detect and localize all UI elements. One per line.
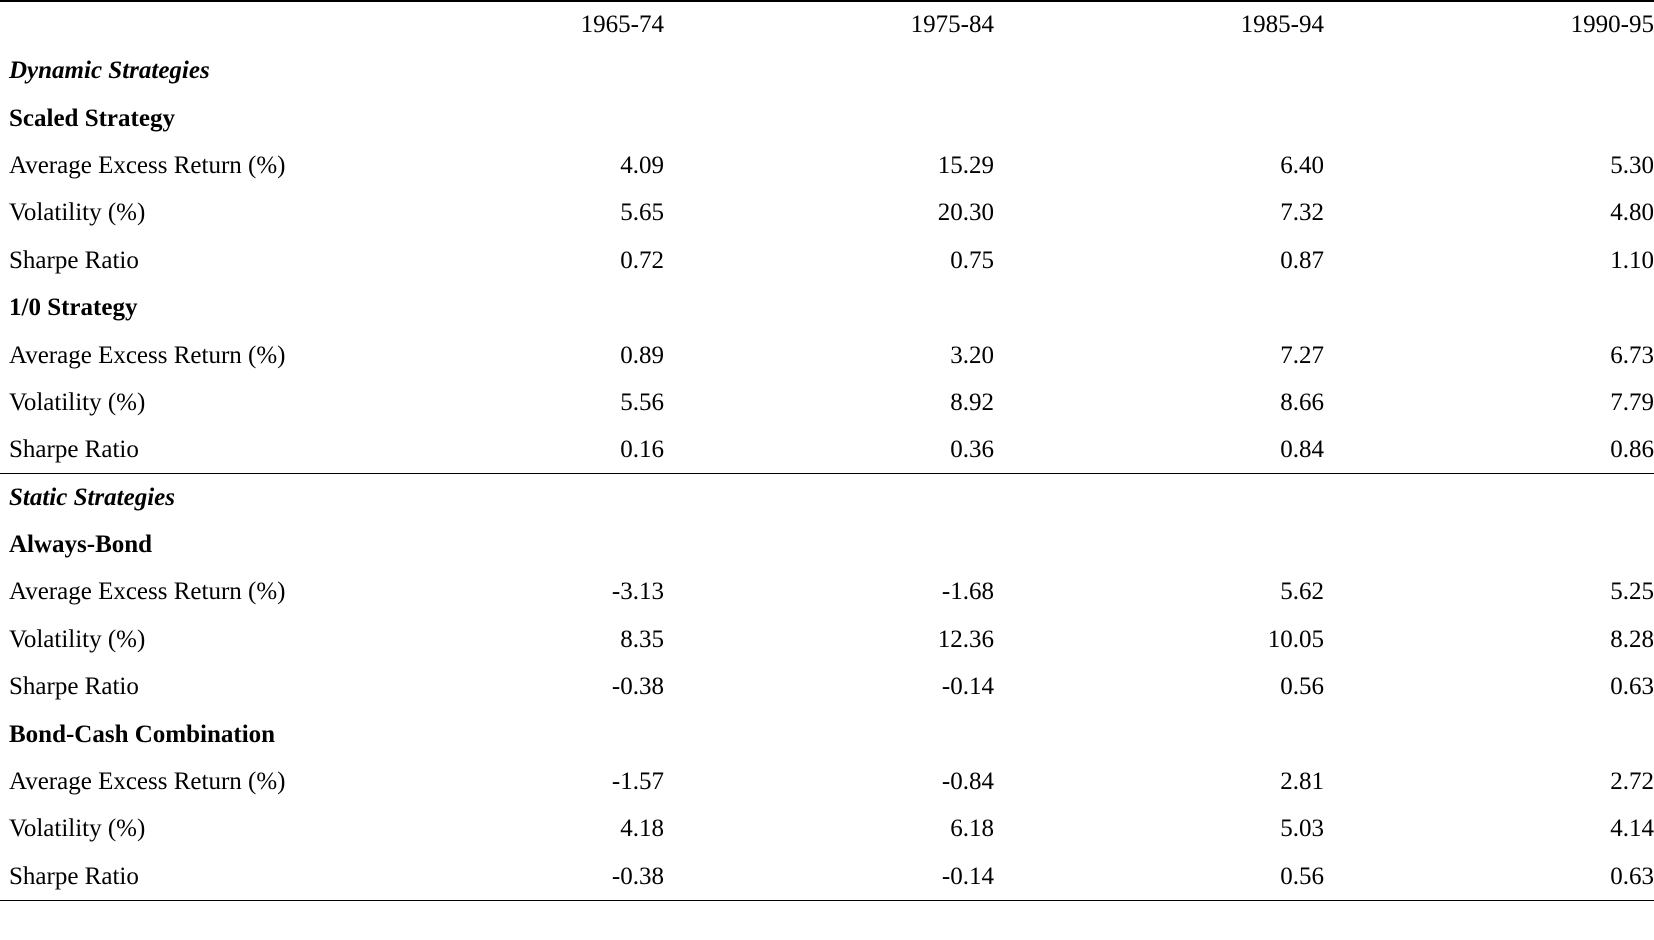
cell-value: 6.18 [950,815,994,843]
cell-value: 0.16 [429,426,664,475]
cell-value: -0.38 [429,852,664,901]
cell-value: 5.62 [1280,578,1324,606]
row-label: Average Excess Return (%) [9,578,286,606]
section-title-row: Static Strategies [0,474,1654,521]
column-header: 1975-84 [910,11,994,38]
cell-value: 20.30 [937,199,994,227]
row-label: Volatility (%) [9,625,146,653]
cell-value: 2.81 [1280,768,1324,796]
row-label: Sharpe Ratio [0,852,429,901]
group-title-row: Bond-Cash Combination [0,710,1654,757]
column-header: 1965-74 [580,11,664,38]
group-title: 1/0 Strategy [9,294,138,322]
cell-value: 7.27 [1280,341,1324,369]
cell-value: 1.10 [1610,246,1654,274]
group-title: Bond-Cash Combination [9,720,276,748]
table-row: Average Excess Return (%) 0.89 3.20 7.27… [0,331,1654,378]
strategy-performance-table: 1965-74 1975-84 1985-94 1990-95 Dynamic … [0,0,1654,901]
cell-value: 3.20 [950,341,994,369]
cell-value: 10.05 [1267,625,1324,653]
cell-value: 0.56 [1280,673,1324,701]
cell-value: 0.75 [950,246,994,274]
cell-value: -1.57 [611,768,664,796]
cell-value: 0.72 [620,246,664,274]
cell-value: 0.86 [1324,426,1654,475]
table-row: Volatility (%) 5.56 8.92 8.66 7.79 [0,379,1654,426]
cell-value: -0.14 [664,852,994,901]
cell-value: 0.36 [664,426,994,475]
cell-value: 5.30 [1610,151,1654,179]
section-title: Dynamic Strategies [9,57,210,85]
cell-value: 0.84 [994,426,1324,475]
cell-value: 5.56 [620,388,664,416]
row-label: Sharpe Ratio [0,426,429,475]
table-row: Average Excess Return (%) 4.09 15.29 6.4… [0,142,1654,189]
group-title-row: 1/0 Strategy [0,284,1654,331]
table-row: Average Excess Return (%) -3.13 -1.68 5.… [0,568,1654,615]
group-title: Always-Bond [9,531,153,559]
column-header: 1985-94 [1240,11,1324,38]
table-row: Volatility (%) 5.65 20.30 7.32 4.80 [0,189,1654,236]
table-row: Sharpe Ratio -0.38 -0.14 0.56 0.63 [0,663,1654,710]
row-label: Average Excess Return (%) [9,768,286,796]
section-title: Static Strategies [9,483,175,511]
cell-value: -0.14 [941,673,994,701]
row-label: Average Excess Return (%) [9,151,286,179]
table-row: Average Excess Return (%) -1.57 -0.84 2.… [0,758,1654,805]
group-title-row: Always-Bond [0,521,1654,568]
cell-value: 5.65 [620,199,664,227]
row-label: Average Excess Return (%) [9,341,286,369]
header-row: 1965-74 1975-84 1985-94 1990-95 [0,1,1654,47]
row-label: Sharpe Ratio [9,673,139,701]
row-label: Sharpe Ratio [9,246,139,274]
row-label: Volatility (%) [9,815,146,843]
group-title-row: Scaled Strategy [0,94,1654,141]
cell-value: 8.92 [950,388,994,416]
cell-value: 6.40 [1280,151,1324,179]
cell-value: 8.66 [1280,388,1324,416]
cell-value: 0.63 [1610,673,1654,701]
cell-value: 4.18 [620,815,664,843]
row-label: Volatility (%) [9,388,146,416]
group-title: Scaled Strategy [9,104,175,132]
cell-value: -3.13 [611,578,664,606]
row-label: Volatility (%) [9,199,146,227]
cell-value: 12.36 [937,625,994,653]
column-header: 1990-95 [1570,11,1654,38]
cell-value: -0.84 [941,768,994,796]
cell-value: -0.38 [611,673,664,701]
cell-value: 8.35 [620,625,664,653]
section-title-row: Dynamic Strategies [0,47,1654,94]
cell-value: 4.09 [620,151,664,179]
table-row: Sharpe Ratio -0.38 -0.14 0.56 0.63 [0,852,1654,901]
header-empty-cell [0,1,429,47]
table-row: Volatility (%) 8.35 12.36 10.05 8.28 [0,616,1654,663]
cell-value: 15.29 [937,151,994,179]
cell-value: 4.14 [1610,815,1654,843]
cell-value: 5.25 [1610,578,1654,606]
cell-value: 2.72 [1610,768,1654,796]
cell-value: 0.63 [1324,852,1654,901]
cell-value: 7.79 [1610,388,1654,416]
cell-value: 0.87 [1280,246,1324,274]
table-row: Sharpe Ratio 0.72 0.75 0.87 1.10 [0,237,1654,284]
table-row: Volatility (%) 4.18 6.18 5.03 4.14 [0,805,1654,852]
cell-value: 6.73 [1610,341,1654,369]
cell-value: 0.89 [620,341,664,369]
cell-value: 5.03 [1280,815,1324,843]
cell-value: 0.56 [994,852,1324,901]
cell-value: 7.32 [1280,199,1324,227]
cell-value: 8.28 [1610,625,1654,653]
cell-value: -1.68 [941,578,994,606]
table-row: Sharpe Ratio 0.16 0.36 0.84 0.86 [0,426,1654,475]
cell-value: 4.80 [1610,199,1654,227]
